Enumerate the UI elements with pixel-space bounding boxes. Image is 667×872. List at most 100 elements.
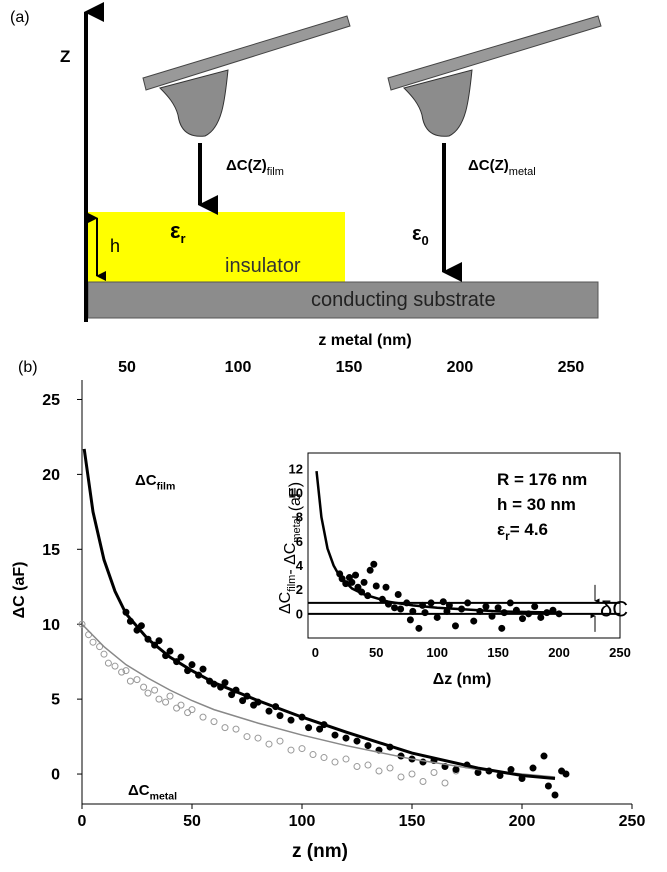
data-point [551,791,559,799]
data-point [221,724,229,732]
data-point [239,697,247,705]
z-label: Z [60,47,70,66]
data-point [408,770,416,778]
data-point [162,698,170,706]
data-point [433,613,441,621]
data-point [122,667,130,675]
data-point [544,782,552,790]
data-point [100,650,108,658]
y-tick-label: 12 [289,461,303,476]
data-point [104,659,112,667]
x-axis-label: z (nm) [292,841,348,862]
x-tick-label: 200 [548,645,570,660]
data-point [287,716,295,724]
data-point [439,598,447,606]
text-sub: film [286,575,298,592]
label-text: ΔC(Z) [226,157,267,174]
text-part: R = 176 nm [497,470,587,489]
data-point [89,638,97,646]
text-sub: metal [291,516,303,543]
data-point [232,725,240,733]
x-tick-label: 250 [609,645,631,660]
x-tick-label: 0 [312,645,319,660]
data-point [298,745,306,753]
data-point [305,724,313,732]
y-axis-label: ΔCfilm- ΔCmetal (aF) [277,482,304,614]
label-sub: metal [509,166,536,178]
x2-tick-label: 150 [336,359,363,376]
annotation: h = 30 nm [497,495,576,514]
y-tick-label: 0 [296,606,303,621]
data-point [155,695,163,703]
data-point [331,758,339,766]
x2-tick-label: 250 [558,359,585,376]
y-tick-label: 0 [51,767,60,784]
y-tick-label: 10 [289,485,303,500]
x2-axis-label: z metal (nm) [318,332,411,349]
insulator-layer [88,212,345,282]
data-point [452,766,460,774]
tip [403,69,473,137]
data-point [409,607,417,615]
x-axis-label: Δz (nm) [433,671,492,688]
data-point [210,718,218,726]
data-point [430,769,438,777]
text-part: (aF) [287,482,304,516]
data-point [441,779,449,787]
text-sub: metal [150,791,178,803]
data-point [353,763,361,771]
x-tick-label: 150 [487,645,509,660]
h-label: h [110,236,120,256]
data-point [397,605,405,613]
fit-curve [82,448,556,781]
x-tick-label: 250 [619,813,646,830]
data-point [96,643,104,651]
panel-a: (a) Z ΔC(Z)film ΔC(Z)metal h εr insulato… [10,2,602,322]
data-point [188,706,196,714]
data-point [391,604,399,612]
data-point [177,701,185,709]
x-tick-label: 50 [183,813,201,830]
data-point [331,731,339,739]
x2-tick-label: 100 [225,359,252,376]
data-point [531,603,539,611]
annotation: ΔCmetal [128,782,177,803]
text-part: ΔC [135,472,157,489]
x-tick-label: 200 [509,813,536,830]
substrate-label: conducting substrate [311,289,496,311]
annotation: R = 176 nm [497,470,587,489]
data-point [353,737,361,745]
data-point [498,624,506,632]
substrate [87,281,599,319]
data-point [375,767,383,775]
data-point [382,583,390,591]
data-point [360,578,368,586]
data-point [482,603,490,611]
data-point [78,620,86,628]
data-point [287,746,295,754]
data-point [397,773,405,781]
data-point [254,734,262,742]
data-point [494,604,502,612]
data-point [276,737,284,745]
label-text: ε [412,223,422,245]
data-point [199,713,207,721]
data-point [419,778,427,786]
data-point [427,599,435,607]
data-point [415,624,423,632]
data-point [155,637,163,645]
data-point [451,622,459,630]
y-axis-label: ΔC (aF) [11,562,28,619]
data-point [348,578,356,586]
panel-label: (a) [10,9,30,26]
cantilever [387,15,602,91]
data-point [151,686,159,694]
data-point [188,661,196,669]
tip [159,69,229,137]
y-tick-label: 10 [42,617,60,634]
data-point [199,665,207,673]
y-tick-label: 2 [296,582,303,597]
data-point [540,752,548,760]
x-tick-label: 100 [426,645,448,660]
